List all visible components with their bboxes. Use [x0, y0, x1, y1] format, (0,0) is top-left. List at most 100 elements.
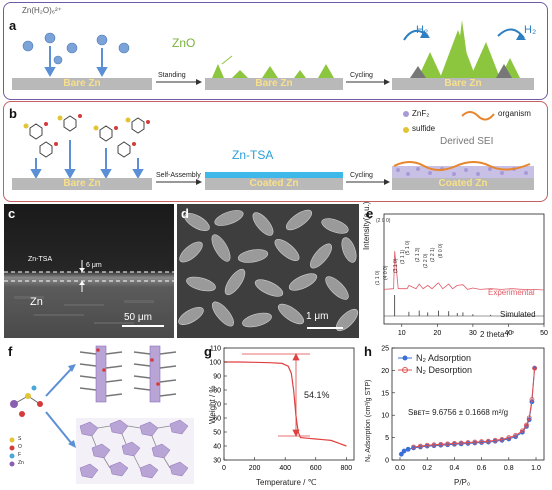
bet-y-tick-label: 20 — [381, 368, 389, 375]
bet-desorption-point — [519, 428, 525, 434]
tga-x-tick-label: 600 — [310, 465, 322, 472]
tga-x-tick-label: 800 — [341, 465, 353, 472]
tga-ylabel: Weight / % — [208, 385, 217, 424]
xrd-peak-label: (2 1 3) — [415, 247, 421, 262]
standing-label: Standing — [158, 72, 186, 79]
scale-bar-d: 1 μm — [306, 311, 329, 322]
bare-zn-label-2: Bare Zn — [255, 78, 293, 89]
panel-c-label: c — [8, 206, 16, 221]
cycling-label-a: Cycling — [350, 72, 373, 79]
panel-b-schematic — [12, 111, 534, 190]
chain-structure — [79, 345, 177, 403]
bet-y-tick-label: 0 — [385, 458, 389, 465]
legend-znf2: ZnF₂ — [412, 109, 430, 118]
bet-y-tick-label: 10 — [381, 413, 389, 420]
panel-e-label: e — [366, 206, 374, 221]
bet-desorption-point — [411, 444, 416, 450]
bet-frame — [391, 347, 545, 461]
tga-ticks: 0 200 400 600 800 30 40 50 60 70 80 90 100 110 — [209, 346, 352, 473]
tga-y-tick-label: 50 — [213, 430, 221, 437]
bet-x-tick-label: 0.8 — [504, 465, 514, 472]
h2-right-label: H₂ — [524, 24, 537, 36]
bet-desorption-point — [465, 440, 471, 445]
xrd-simulated-label: Simulated — [500, 310, 536, 319]
bet-adsorption-point — [405, 446, 411, 452]
bet-y-tick-label: 15 — [381, 390, 389, 397]
panel-a-label: a — [9, 18, 17, 33]
panel-g-label: g — [204, 344, 212, 359]
xrd-ylabel: Intensity(a.u.) — [362, 201, 371, 250]
cycling-label-b: Cycling — [350, 172, 373, 179]
tga-weight-line — [224, 361, 347, 447]
legend-organism: organism — [498, 109, 531, 118]
legend-f: F — [18, 452, 22, 458]
zn-substrate-label: Zn — [30, 296, 43, 308]
tga-chart: 0 200 400 600 800 30 40 50 60 70 80 90 100 110 — [209, 346, 355, 473]
xrd-x-ticks: 10 20 30 40 50 — [398, 324, 548, 337]
xrd-peak-label: (2 2 1) — [430, 247, 436, 262]
xrd-peak-label: (3 1 0) — [393, 258, 399, 273]
tga-y-tick-label: 90 — [213, 374, 221, 381]
xrd-peak-label: (8 0 0) — [438, 243, 444, 258]
xrd-chart: 10 20 30 40 50 — [383, 213, 548, 337]
bare-zn-label-1: Bare Zn — [63, 78, 101, 89]
tga-weight-loss-marker — [242, 353, 310, 437]
xrd-tick-label: 10 — [398, 330, 406, 337]
bare-zn-label-3: Bare Zn — [444, 78, 482, 89]
xrd-tick-label: 50 — [540, 330, 548, 337]
tga-y-tick-label: 60 — [213, 416, 221, 423]
legend-zn: Zn — [18, 460, 24, 466]
layered-network — [76, 418, 194, 484]
bet-isotherm-chart: 0.0 0.2 0.4 0.6 0.8 1.0 0 5 10 15 20 25 — [381, 346, 545, 473]
bet-desorption-point — [479, 439, 484, 445]
coated-zn-label-2: Coated Zn — [438, 178, 488, 189]
bet-desorption-points — [411, 365, 538, 450]
self-assembly-label: Self-Assembly — [156, 172, 201, 179]
bet-legend-ads: N₂ Adsorption — [416, 353, 472, 363]
bet-desorption-point — [438, 441, 444, 447]
derived-sei-label: Derived SEI — [440, 136, 494, 147]
panel-c-sem-image — [4, 204, 174, 338]
bet-desorption-point — [472, 439, 478, 445]
tga-xlabel: Temperature / ℃ — [256, 478, 317, 487]
bet-desorption-point — [445, 441, 450, 447]
bet-adsorption-point — [401, 448, 407, 454]
bet-x-tick-label: 0.0 — [395, 465, 405, 472]
xrd-experimental-label: Experimental — [488, 288, 535, 297]
bet-ticks: 0.0 0.2 0.4 0.6 0.8 1.0 0 5 10 15 20 25 — [381, 346, 541, 473]
bet-x-tick-label: 0.4 — [450, 465, 460, 472]
thickness-label: 6 μm — [86, 262, 102, 269]
xrd-frame — [383, 213, 545, 325]
bet-x-tick-label: 0.6 — [477, 465, 487, 472]
bet-adsorption-point — [398, 451, 404, 457]
legend-sulfide: sulfide — [412, 124, 436, 133]
bet-desorption-point — [506, 435, 512, 440]
tga-y-tick-label: 100 — [209, 360, 221, 367]
xrd-peak-label: (4 0 0) — [383, 265, 389, 280]
xrd-peak-label: (2 2 0) — [423, 253, 429, 268]
bet-desorption-point — [492, 437, 498, 443]
tga-y-tick-label: 30 — [213, 458, 221, 465]
bet-desorption-point — [458, 440, 464, 446]
panel-d-sem-image — [177, 204, 359, 338]
zn-tsa-unit — [10, 385, 43, 417]
tga-x-tick-label: 200 — [249, 465, 261, 472]
bet-y-tick-label: 5 — [385, 435, 389, 442]
xrd-tick-label: 20 — [433, 330, 441, 337]
zn-tsa-label: Zn-TSA — [232, 148, 274, 162]
bet-desorption-point — [524, 422, 529, 428]
zn-ion-label: Zn(H₂O)₆²⁺ — [22, 6, 62, 15]
tga-y-tick-label: 70 — [213, 402, 221, 409]
panel-b-label: b — [9, 106, 17, 121]
bet-desorption-point — [452, 441, 457, 446]
tga-x-tick-label: 400 — [279, 465, 291, 472]
bet-desorption-point — [424, 442, 430, 448]
bet-y-tick-label: 25 — [381, 346, 389, 353]
bet-desorption-point — [526, 415, 532, 421]
bet-ylabel: N₂ Adsorption (cm³/g STP) — [365, 379, 372, 462]
bet-sbet-label: Sʙᴇᴛ= 9.6756 ± 0.1668 m²/g — [408, 408, 509, 417]
xrd-tick-label: 40 — [505, 330, 513, 337]
panel-a-schematic — [12, 20, 534, 90]
xrd-simulated-sticks — [384, 295, 544, 317]
panel-d-label: d — [181, 206, 189, 221]
